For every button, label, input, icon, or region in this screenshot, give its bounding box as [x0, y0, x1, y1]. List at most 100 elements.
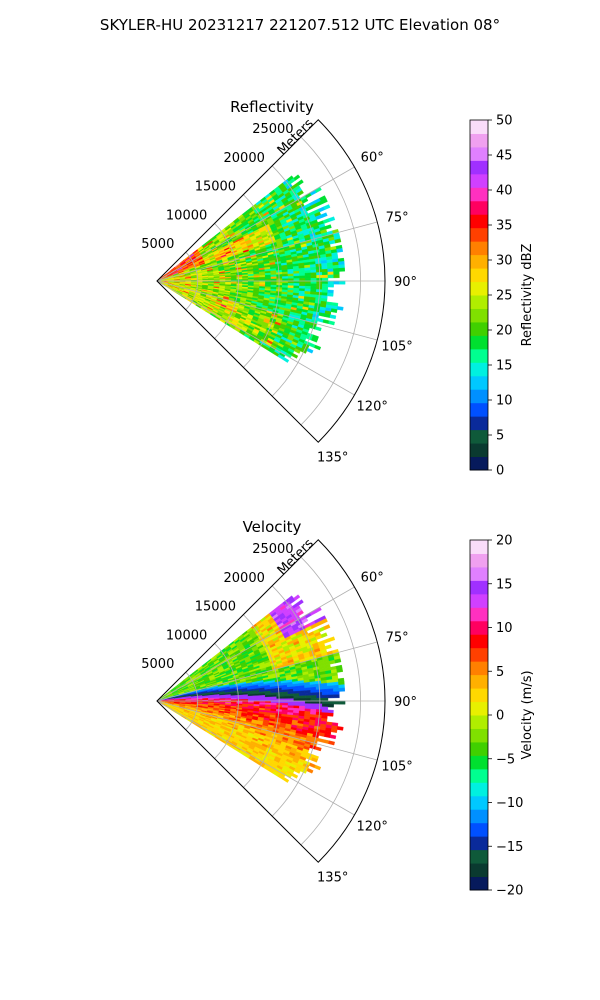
radar-gate: [264, 696, 272, 700]
azimuth-tick-label: 120°: [357, 819, 388, 834]
range-tick-label: 5000: [141, 237, 174, 252]
radar-gate: [305, 280, 312, 284]
radar-gate: [322, 319, 330, 324]
radar-gate: [322, 697, 329, 702]
colorbar-swatch: [470, 160, 488, 175]
radar-gate: [259, 696, 266, 700]
colorbar-tick-label: 50: [496, 114, 513, 129]
radar-gate: [333, 280, 340, 285]
colorbar-swatch: [470, 146, 488, 161]
colorbar-swatch: [470, 553, 488, 568]
colorbar-swatch: [470, 795, 488, 810]
colorbar-tick-label: 35: [496, 219, 513, 234]
azimuth-tick-label: 105°: [381, 759, 412, 774]
radar-gate: [321, 691, 329, 696]
radar-gate: [293, 693, 300, 697]
radar-gate: [338, 267, 346, 272]
colorbar-swatch: [470, 416, 488, 431]
radar-gate: [304, 703, 312, 707]
radar-gate: [327, 268, 334, 273]
radar-gate: [314, 746, 322, 752]
colorbar-swatch: [470, 187, 488, 202]
radar-gate: [310, 695, 317, 699]
radar-gate: [293, 703, 300, 707]
colorbar-tick-label: −5: [496, 752, 515, 767]
panel-title: Velocity: [243, 518, 302, 536]
radar-gate: [293, 275, 300, 279]
colorbar-swatch: [470, 836, 488, 851]
range-tick-label: 10000: [166, 208, 207, 223]
colorbar-tick-label: 40: [496, 184, 513, 199]
radar-gate: [253, 697, 260, 700]
range-tick-label: 20000: [224, 151, 265, 166]
colorbar-label: Reflectivity dBZ: [520, 244, 535, 347]
radar-gate: [287, 693, 294, 697]
radar-gate: [310, 280, 317, 285]
colorbar-tick-label: 20: [496, 534, 513, 549]
radar-gate: [328, 740, 335, 746]
colorbar-swatch: [470, 607, 488, 622]
radar-gate: [321, 286, 329, 291]
azimuth-tick-label: 75°: [386, 631, 409, 646]
colorbar-swatch: [470, 268, 488, 283]
radar-gate: [301, 197, 309, 204]
radar-gate: [287, 273, 294, 277]
colorbar-swatch: [470, 254, 488, 269]
colorbar-tick-label: 25: [496, 289, 513, 304]
colorbar-swatch: [470, 362, 488, 377]
radar-gate: [310, 703, 317, 707]
colorbar-swatch: [470, 308, 488, 323]
radar-gate: [328, 216, 336, 222]
radar-gate: [321, 703, 329, 708]
radar-gate: [321, 706, 329, 711]
velocity-colorbar: −20 −15 −10 −5 0 5 10 15 20: [469, 534, 523, 899]
colorbar-tick-label: 30: [496, 254, 513, 269]
radar-gate: [264, 276, 272, 280]
range-tick-label: 10000: [166, 628, 207, 643]
radar-gate: [327, 283, 334, 288]
radar-gate: [333, 268, 340, 273]
radar-gate: [299, 283, 306, 287]
radar-gate: [282, 696, 289, 700]
radar-gate: [296, 190, 304, 197]
radar-gate: [281, 693, 289, 697]
reflectivity-colorbar: 0 5 10 15 20 25 30 35 40 45 50: [469, 114, 513, 479]
radar-gate: [334, 238, 342, 244]
colorbar-swatch: [470, 214, 488, 229]
colorbar-swatch: [470, 728, 488, 743]
radar-gate: [299, 275, 306, 279]
colorbar-swatch: [470, 620, 488, 635]
radar-gate: [333, 694, 340, 699]
radar-gate: [306, 767, 314, 774]
radar-gate: [329, 314, 337, 320]
colorbar-swatch: [470, 335, 488, 350]
colorbar-tick-label: 15: [496, 577, 513, 592]
radar-gate: [327, 688, 334, 693]
colorbar-swatch: [470, 456, 488, 471]
radar-gate: [336, 726, 344, 731]
radar-gate: [310, 275, 317, 279]
radar-gate: [338, 687, 346, 692]
radar-gate: [327, 292, 334, 297]
radar-gate: [327, 274, 334, 279]
radar-gate: [314, 764, 322, 771]
radar-gate: [299, 703, 306, 707]
colorbar-swatch: [470, 822, 488, 837]
radar-gate: [328, 636, 336, 642]
radar-gate: [314, 344, 322, 351]
colorbar-swatch: [470, 295, 488, 309]
colorbar-swatch: [470, 566, 488, 581]
radar-gate: [310, 697, 317, 702]
colorbar-swatch: [470, 120, 488, 134]
colorbar-tick-label: 15: [496, 359, 513, 374]
radar-gate: [321, 688, 329, 693]
azimuth-tick-label: 120°: [357, 399, 388, 414]
radar-gate: [332, 684, 340, 689]
radar-gate: [293, 273, 300, 277]
colorbar-swatch: [470, 281, 488, 296]
radar-gate: [322, 277, 329, 282]
colorbar-tick-label: 0: [496, 464, 504, 479]
radar-gate: [321, 268, 329, 273]
